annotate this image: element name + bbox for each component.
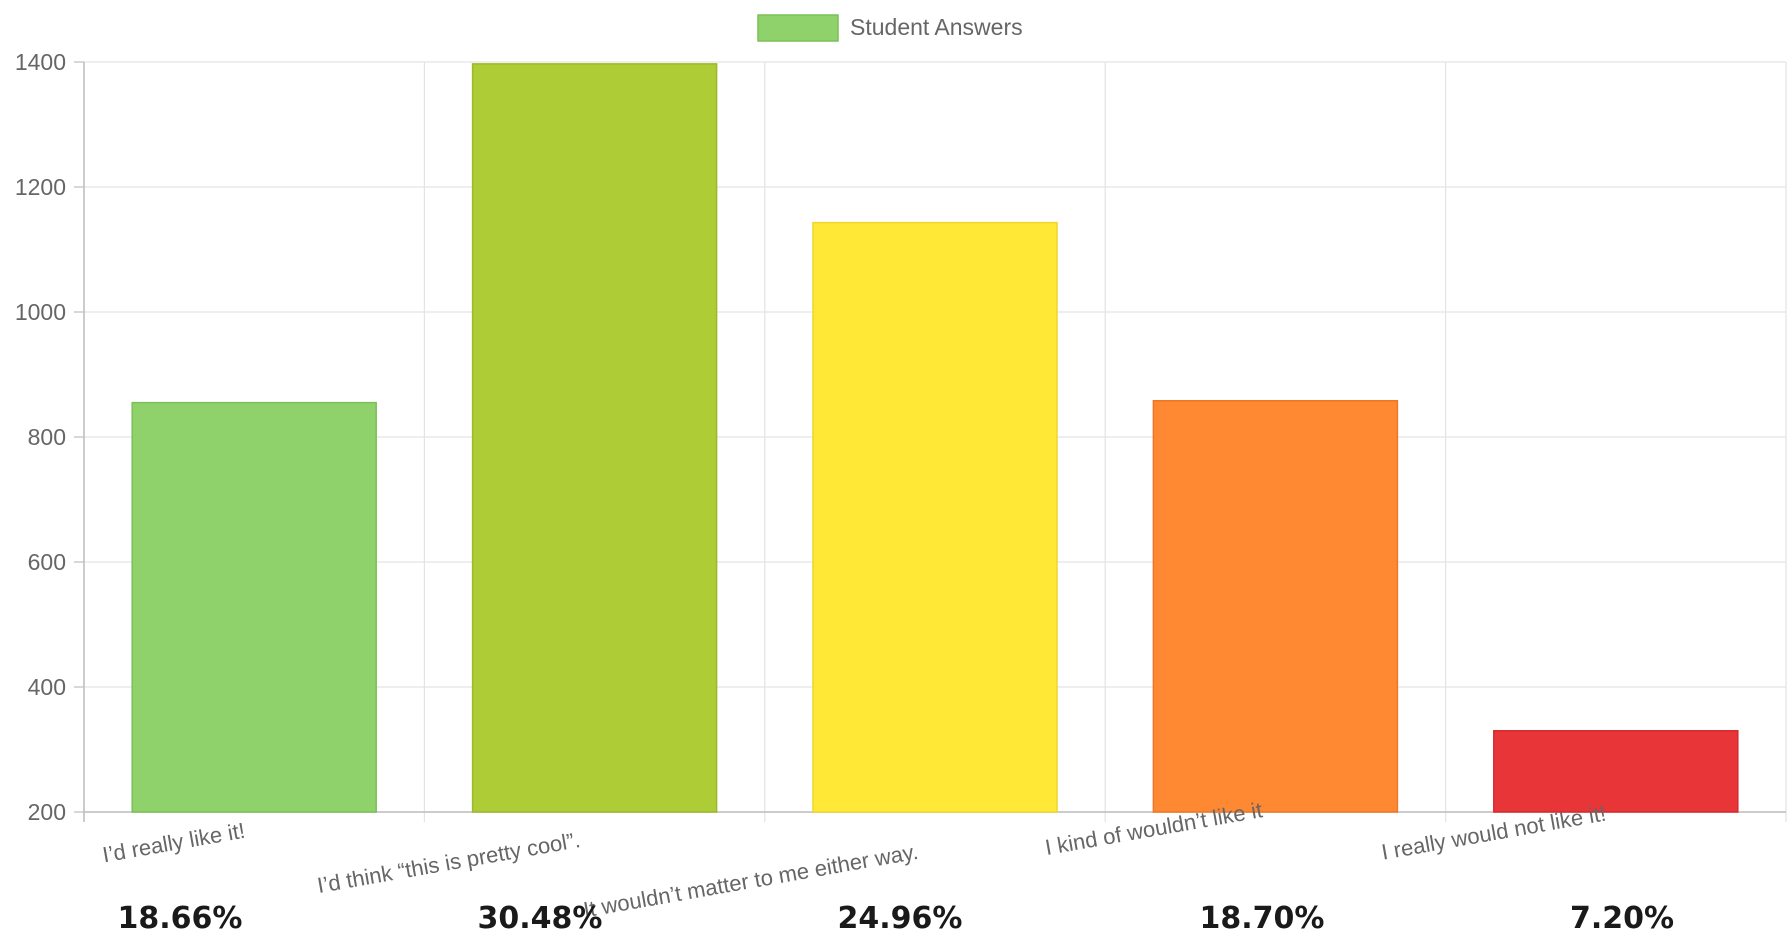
legend-label[interactable]: Student Answers [850, 14, 1023, 40]
bar[interactable] [812, 221, 1058, 813]
x-category-label: I’d really like it! [100, 818, 246, 868]
y-tick-label: 1400 [15, 49, 66, 75]
bar[interactable] [131, 401, 377, 813]
percentage-label: 24.96% [838, 901, 963, 936]
percentage-label: 30.48% [478, 901, 603, 936]
x-category-label: I’d think “this is pretty cool”. [315, 827, 582, 898]
bar[interactable] [1493, 730, 1739, 813]
percentage-label: 7.20% [1570, 901, 1674, 936]
y-tick-label: 1000 [15, 299, 66, 325]
percentage-label: 18.70% [1200, 901, 1325, 936]
y-tick-label: 1200 [15, 174, 66, 200]
bar[interactable] [471, 63, 718, 813]
y-tick-label: 600 [28, 549, 66, 575]
percentage-labels: 18.66% 30.48% 24.96% 18.70% 7.20% [118, 901, 1675, 936]
legend-swatch[interactable] [757, 14, 839, 42]
bars [131, 63, 1739, 813]
y-tick-label: 200 [28, 799, 66, 825]
y-tick-label: 400 [28, 674, 66, 700]
bar[interactable] [1152, 400, 1399, 813]
y-axis-ticks: 200 400 600 800 1000 1200 1400 [15, 49, 66, 825]
y-tick-label: 800 [28, 424, 66, 450]
percentage-label: 18.66% [118, 901, 243, 936]
legend[interactable]: Student Answers [757, 14, 1023, 42]
